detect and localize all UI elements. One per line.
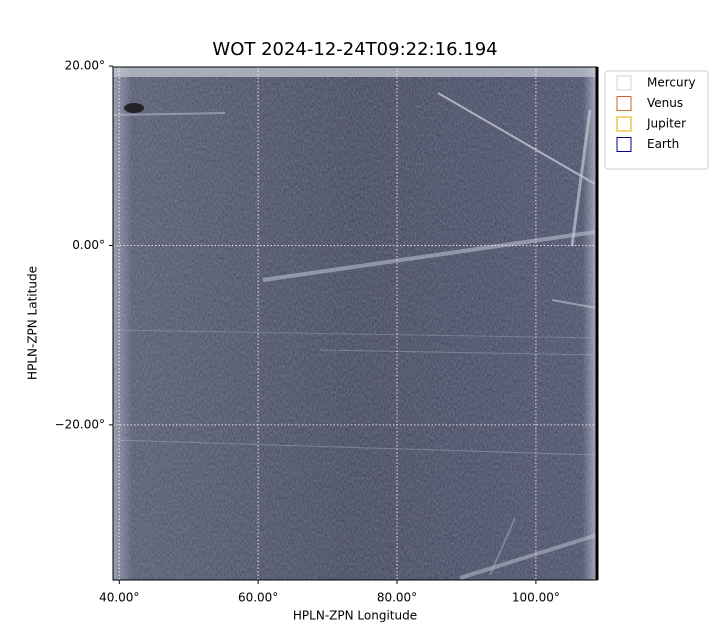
x-tick-label: 60.00°: [238, 591, 278, 605]
grid: [113, 65, 597, 580]
x-tick-label: 40.00°: [99, 591, 139, 605]
x-tick-label: 100.00°: [512, 591, 560, 605]
y-tick-label: −20.00°: [55, 417, 105, 431]
x-tick-label: 80.00°: [377, 591, 417, 605]
legend-swatch: [616, 96, 632, 111]
legend-label: Jupiter: [646, 117, 686, 131]
legend-label: Earth: [647, 137, 679, 151]
sky-image: [113, 67, 597, 580]
legend-swatch: [616, 137, 632, 152]
legend-label: Venus: [647, 96, 683, 110]
x-axis-label: HPLN-ZPN Longitude: [293, 609, 417, 623]
legend-swatch: [616, 116, 632, 132]
y-tick-label: 0.00°: [72, 238, 105, 252]
chart-title: WOT 2024-12-24T09:22:16.194: [212, 39, 497, 60]
legend-swatch: [616, 75, 632, 91]
y-axis-label: HPLN-ZPN Latitude: [26, 266, 40, 380]
y-tick-label: 20.00°: [65, 59, 105, 73]
legend-label: Mercury: [647, 76, 696, 90]
